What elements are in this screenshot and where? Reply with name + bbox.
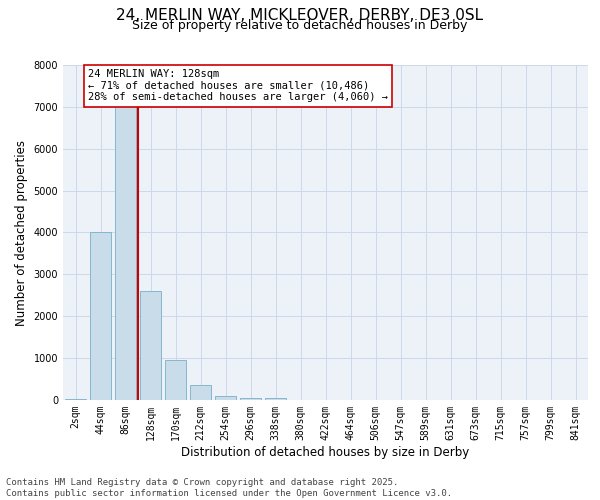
Bar	[190, 386, 211, 400]
Bar	[140, 291, 161, 400]
Text: 24 MERLIN WAY: 128sqm
← 71% of detached houses are smaller (10,486)
28% of semi-: 24 MERLIN WAY: 128sqm ← 71% of detached …	[88, 69, 388, 102]
Text: Size of property relative to detached houses in Derby: Size of property relative to detached ho…	[133, 19, 467, 32]
Bar	[165, 360, 186, 400]
Bar	[115, 94, 136, 400]
Bar	[265, 398, 286, 400]
Y-axis label: Number of detached properties: Number of detached properties	[15, 140, 28, 326]
Bar	[240, 398, 261, 400]
Text: Contains HM Land Registry data © Crown copyright and database right 2025.
Contai: Contains HM Land Registry data © Crown c…	[6, 478, 452, 498]
Text: 24, MERLIN WAY, MICKLEOVER, DERBY, DE3 0SL: 24, MERLIN WAY, MICKLEOVER, DERBY, DE3 0…	[116, 8, 484, 22]
Bar	[90, 232, 111, 400]
X-axis label: Distribution of detached houses by size in Derby: Distribution of detached houses by size …	[181, 446, 470, 458]
Bar	[215, 396, 236, 400]
Bar	[65, 398, 86, 400]
